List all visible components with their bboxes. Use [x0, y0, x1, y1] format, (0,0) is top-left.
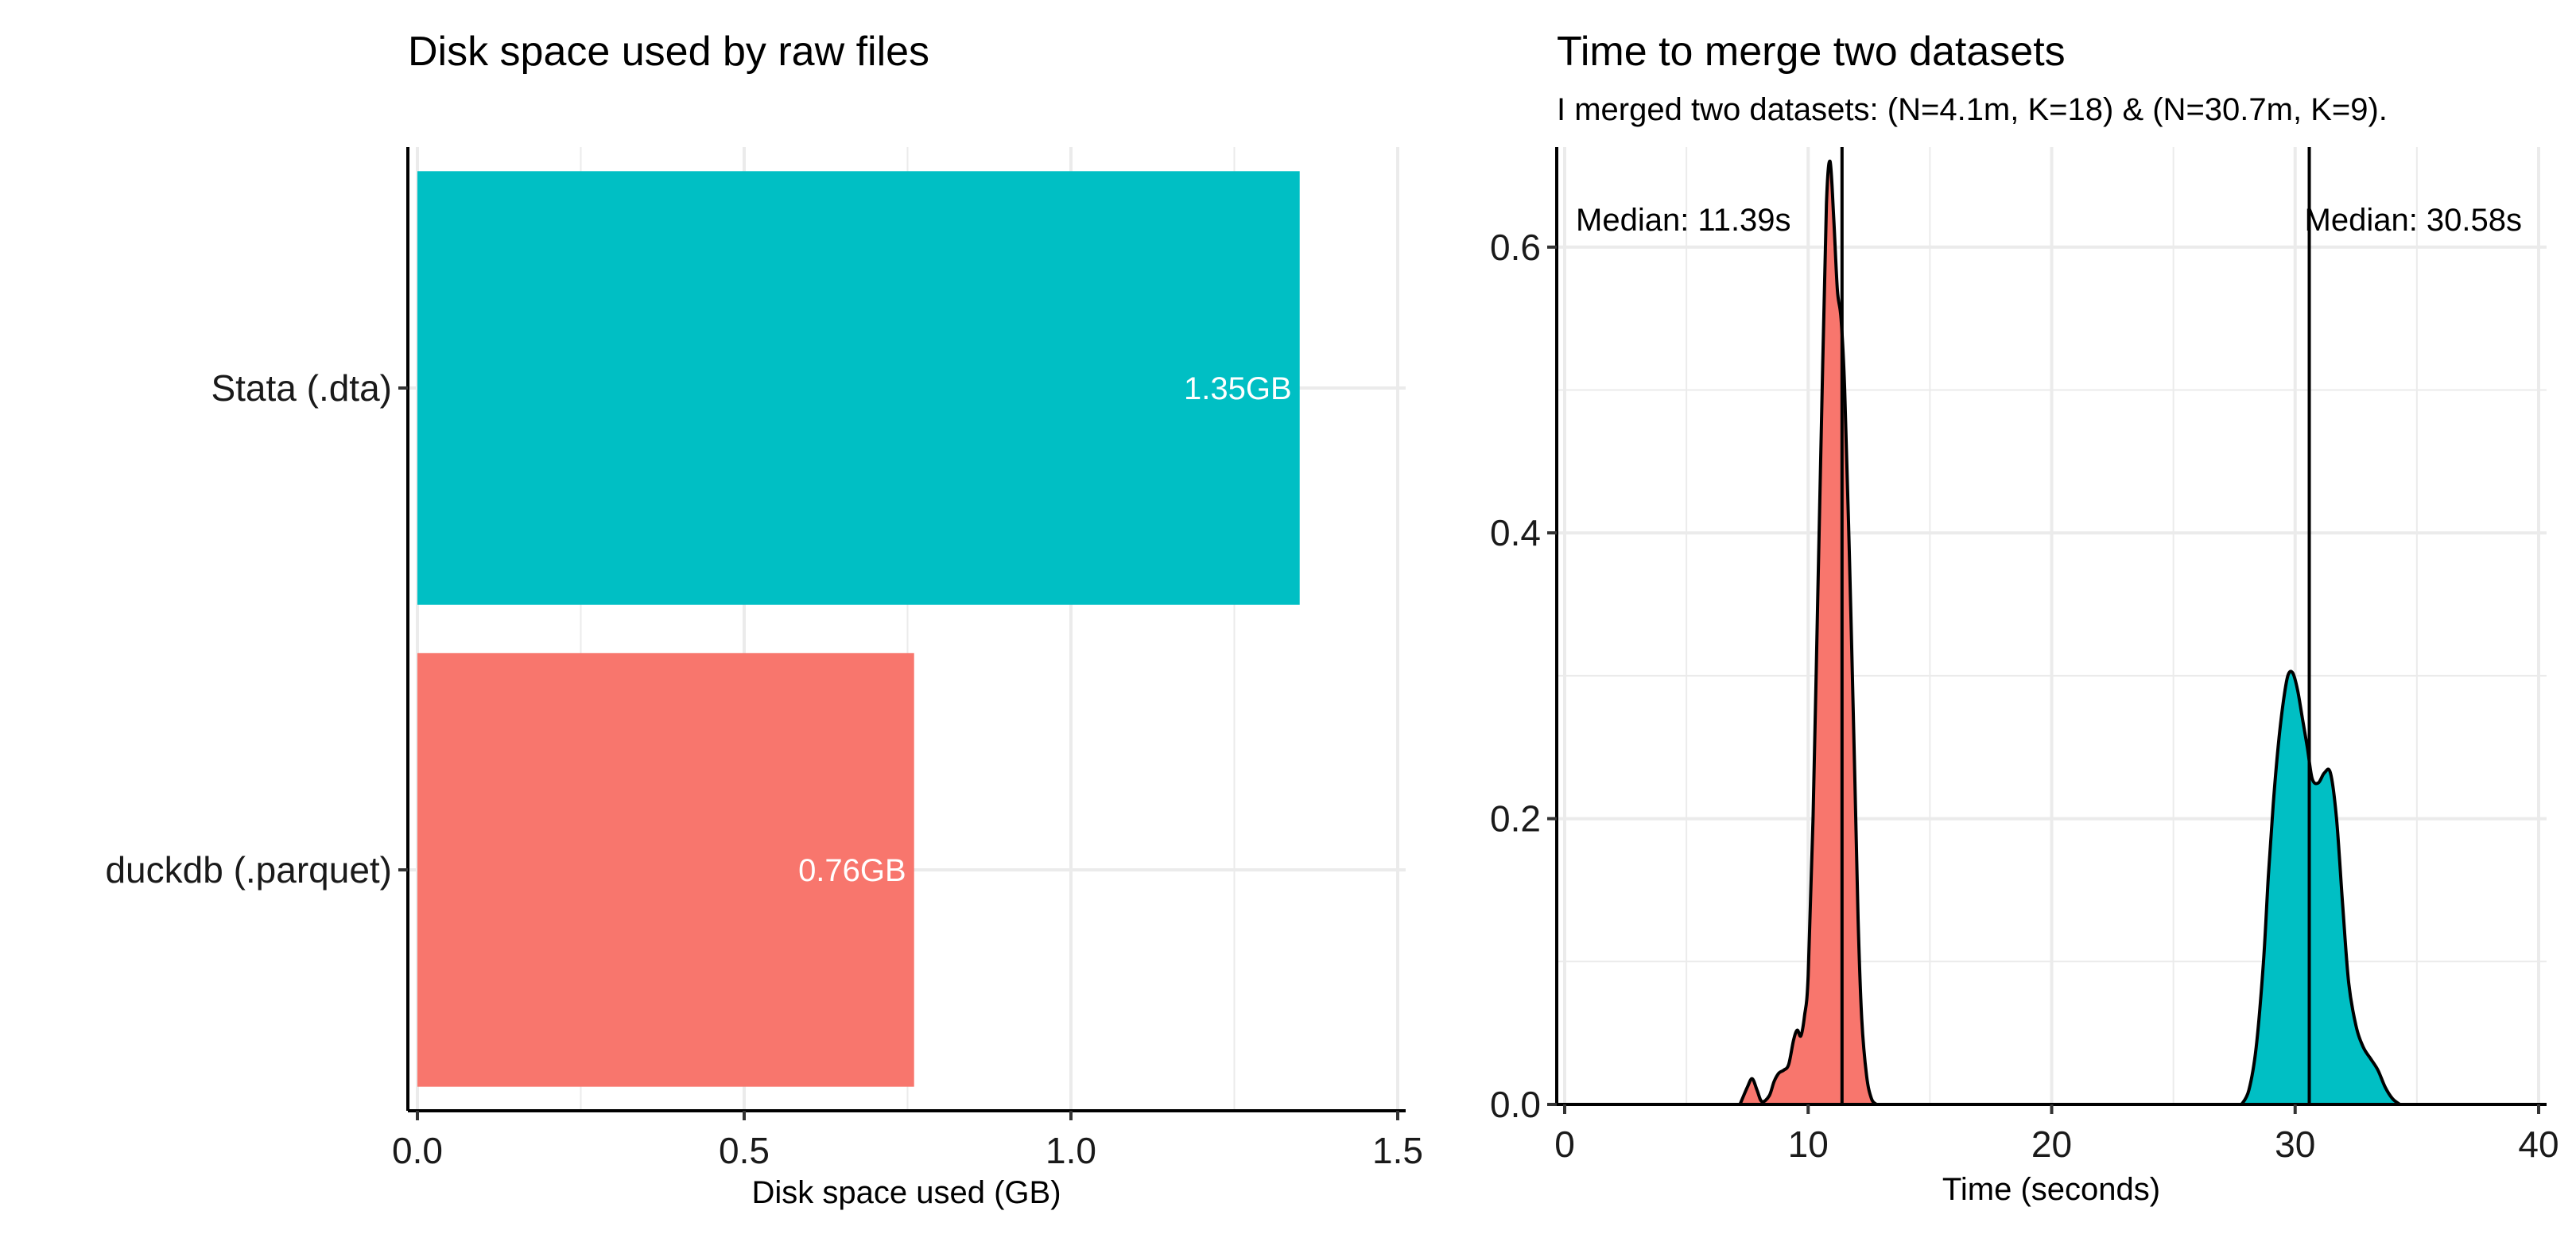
bar-value-label: 0.76GB: [798, 853, 906, 888]
density-outline-merge-2: [2240, 669, 2401, 1106]
density-chart-panel: Time to merge two datasets I merged two …: [1490, 29, 2559, 1207]
bar-duckdb: [417, 653, 914, 1087]
bar-chart-x-tick-label: 1.5: [1372, 1130, 1423, 1171]
density-chart-y-ticks: 0.0 0.2 0.4 0.6: [1490, 227, 1557, 1125]
density-chart-title: Time to merge two datasets: [1557, 29, 2066, 75]
density-chart-x-tick-label: 10: [1788, 1124, 1829, 1165]
bar-chart-x-tick-label: 0.5: [719, 1130, 770, 1171]
bar-chart-x-tick-label: 0.0: [392, 1130, 443, 1171]
density-chart-x-tick-label: 20: [2031, 1124, 2072, 1165]
density-chart-grid: [1557, 147, 2547, 1104]
density-chart-y-tick-label: 0.2: [1490, 798, 1541, 840]
bar-chart-category-labels: Stata (.dta) duckdb (.parquet): [105, 367, 408, 891]
median-label-merge-2: Median: 30.58s: [2305, 203, 2523, 238]
density-chart-x-tick-label: 30: [2275, 1124, 2315, 1165]
bar-chart-x-ticks: 0.0 0.5 1.0 1.5: [392, 1111, 1423, 1171]
bar-chart-title: Disk space used by raw files: [408, 29, 929, 75]
density-outline-merge-1: [1738, 159, 1878, 1106]
density-area-merge-2: [2241, 671, 2400, 1104]
bar-value-label: 1.35GB: [1184, 371, 1292, 406]
bar-chart-x-tick-label: 1.0: [1046, 1130, 1096, 1171]
bar-chart-bars: 1.35GB 0.76GB: [417, 171, 1300, 1087]
bar-chart-x-axis-title: Disk space used (GB): [751, 1175, 1061, 1210]
density-chart-subtitle: I merged two datasets: (N=4.1m, K=18) & …: [1557, 92, 2388, 127]
density-chart-y-tick-label: 0.6: [1490, 227, 1541, 268]
density-chart-medians: Median: 11.39s Median: 30.58s: [1576, 147, 2522, 1104]
density-chart-y-tick-label: 0.4: [1490, 512, 1541, 553]
bar-category-label: duckdb (.parquet): [105, 849, 392, 891]
density-chart-y-tick-label: 0.0: [1490, 1084, 1541, 1125]
bar-stata: [417, 171, 1300, 605]
density-chart-x-axis-title: Time (seconds): [1942, 1172, 2160, 1207]
bar-chart-panel: Disk space used by raw files 1.35GB 0.76G…: [105, 29, 1423, 1210]
bar-category-label: Stata (.dta): [211, 367, 392, 409]
median-label-merge-1: Median: 11.39s: [1576, 203, 1791, 238]
density-chart-x-tick-label: 0: [1554, 1124, 1575, 1165]
density-chart-x-tick-label: 40: [2518, 1124, 2559, 1165]
density-chart-x-ticks: 0 10 20 30 40: [1554, 1104, 2559, 1165]
